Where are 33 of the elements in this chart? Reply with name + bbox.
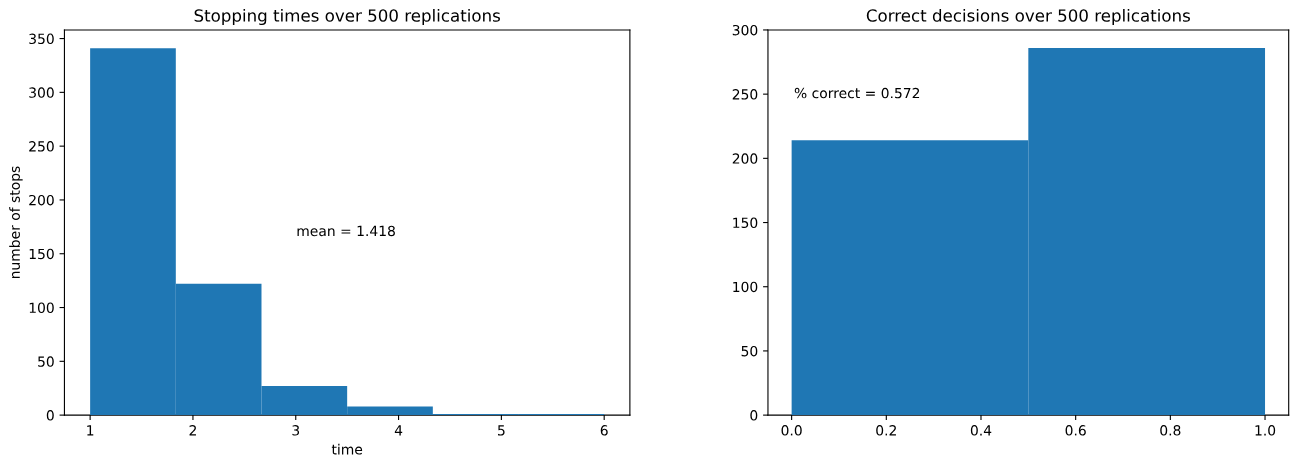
annotation: mean = 1.418 (297, 225, 395, 237)
y-axis-title: number of stops (9, 166, 23, 279)
y-tick-label: 350 (29, 33, 54, 45)
y-tick-label: 150 (29, 248, 54, 260)
y-tick-label: 50 (741, 345, 758, 357)
y-tick-label: 300 (29, 87, 54, 98)
x-tick-label: 5 (498, 425, 505, 436)
chart-title: Correct decisions over 500 replications (866, 8, 1190, 26)
y-tick-label: 50 (38, 356, 54, 367)
y-tick-label: 0 (750, 410, 758, 421)
x-tick-label: 2 (189, 425, 196, 436)
x-tick-label: 0.6 (1065, 425, 1086, 436)
x-tick-label: 0.4 (970, 425, 992, 436)
y-tick-label: 200 (732, 153, 758, 164)
x-tick-label: 1.0 (1255, 425, 1276, 436)
y-tick-label: 200 (29, 194, 54, 206)
y-tick-label: 100 (733, 281, 758, 293)
y-tick-label: 250 (29, 141, 54, 152)
y-tick-label: 0 (46, 410, 54, 421)
annotation: % correct = 0.572 (794, 87, 920, 99)
y-tick-label: 250 (732, 89, 758, 100)
x-tick-label: 0.0 (781, 425, 802, 436)
y-tick-label: 150 (733, 217, 758, 229)
x-tick-label: 6 (600, 425, 608, 436)
x-tick-label: 0.2 (876, 425, 896, 436)
x-tick-label: 1 (87, 425, 94, 436)
y-tick-label: 300 (732, 24, 758, 36)
x-tick-label: 0.8 (1160, 425, 1181, 436)
x-tick-label: 4 (394, 425, 403, 436)
y-tick-label: 100 (29, 302, 54, 313)
chart-title: Stopping times over 500 replications (194, 8, 500, 26)
x-axis-title: time (331, 443, 363, 455)
x-tick-label: 3 (292, 425, 300, 436)
